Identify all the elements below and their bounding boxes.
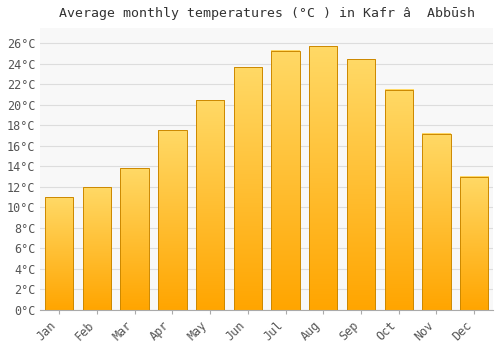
- Bar: [384, 90, 413, 310]
- Bar: [272, 51, 299, 310]
- Bar: [234, 67, 262, 310]
- Bar: [309, 47, 338, 310]
- Title: Average monthly temperatures (°C ) in Kafr â  Abbūsh: Average monthly temperatures (°C ) in Ka…: [58, 7, 474, 20]
- Bar: [196, 100, 224, 310]
- Bar: [83, 187, 111, 310]
- Bar: [422, 134, 450, 310]
- Bar: [460, 176, 488, 310]
- Bar: [347, 59, 375, 310]
- Bar: [158, 131, 186, 310]
- Bar: [120, 168, 149, 310]
- Bar: [45, 197, 74, 310]
